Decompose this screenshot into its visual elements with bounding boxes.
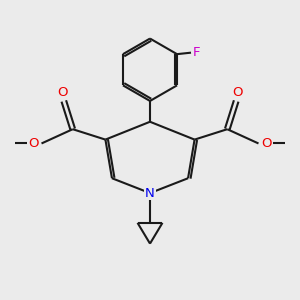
Text: O: O (232, 86, 243, 99)
Text: O: O (57, 86, 68, 99)
Text: F: F (193, 46, 201, 59)
Text: O: O (262, 137, 272, 150)
Text: O: O (28, 137, 38, 150)
Text: N: N (145, 187, 155, 200)
